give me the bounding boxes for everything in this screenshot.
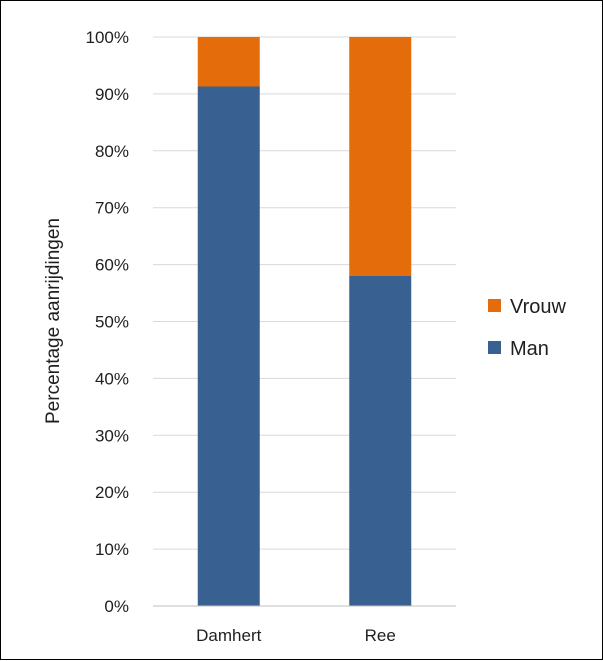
bar-man-ree bbox=[349, 275, 412, 606]
bar-vrouw-ree bbox=[349, 37, 412, 276]
bar-vrouw-damhert bbox=[197, 37, 260, 87]
legend-label-man: Man bbox=[510, 338, 549, 360]
y-tick-label: 100% bbox=[86, 28, 129, 47]
y-tick-label: 70% bbox=[95, 199, 129, 218]
y-axis-ticks: 0% 10% 20% 30% 40% 50% 60% 70% 80% 90% 100% bbox=[86, 28, 129, 616]
y-tick-label: 10% bbox=[95, 540, 129, 559]
x-category-label: Damhert bbox=[196, 626, 261, 645]
y-tick-label: 80% bbox=[95, 142, 129, 161]
legend-swatch-man bbox=[488, 341, 501, 354]
y-tick-label: 20% bbox=[95, 483, 129, 502]
y-tick-label: 50% bbox=[95, 313, 129, 332]
legend-swatch-vrouw bbox=[488, 299, 501, 312]
bars bbox=[197, 37, 412, 607]
x-axis-categories: Damhert Ree bbox=[196, 626, 396, 645]
y-tick-label: 40% bbox=[95, 369, 129, 388]
legend-label-vrouw: Vrouw bbox=[510, 296, 567, 318]
y-tick-label: 30% bbox=[95, 426, 129, 445]
y-tick-label: 0% bbox=[104, 597, 129, 616]
x-category-label: Ree bbox=[365, 626, 396, 645]
y-axis-label: Percentage aanrijdingen bbox=[43, 218, 64, 424]
bar-man-damhert bbox=[197, 86, 260, 607]
y-tick-label: 60% bbox=[95, 256, 129, 275]
y-tick-label: 90% bbox=[95, 85, 129, 104]
legend: Vrouw Man bbox=[488, 296, 567, 360]
